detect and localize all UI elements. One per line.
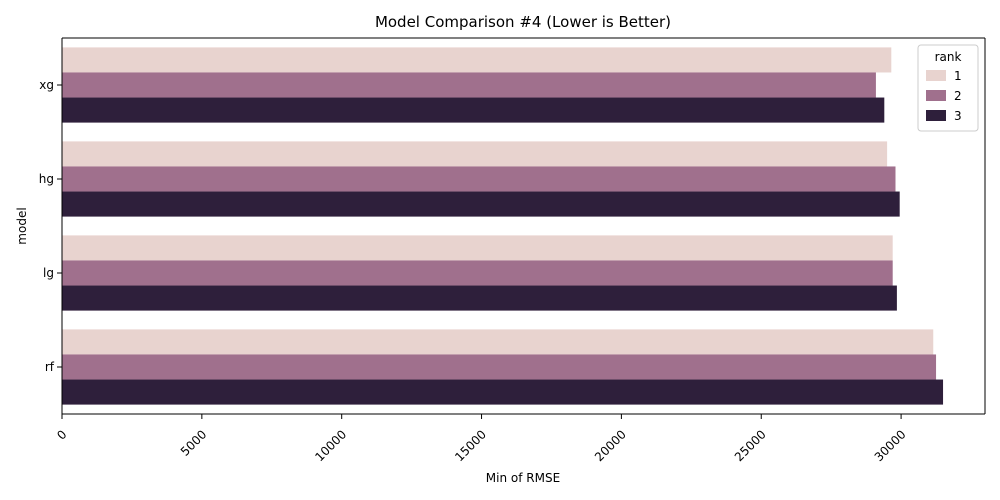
- legend: rank 1 2 3: [917, 44, 979, 132]
- legend-swatch-rank-1: [926, 70, 946, 81]
- chart-title: Model Comparison #4 (Lower is Better): [375, 13, 671, 31]
- legend-box: [917, 44, 979, 132]
- x-tick-label: 30000: [872, 427, 909, 464]
- bar-hg-rank-1: [62, 141, 888, 167]
- legend-label-rank-1: 1: [954, 69, 962, 83]
- x-tick-label: 5000: [178, 427, 209, 458]
- bar-xg-rank-1: [62, 47, 892, 73]
- y-tick-label: hg: [39, 172, 54, 186]
- bars-group: [62, 47, 944, 405]
- x-axis-ticks: 0 5000 10000 15000 20000 25000 30000: [54, 414, 909, 464]
- bar-lg-rank-2: [62, 260, 893, 286]
- bar-lg-rank-1: [62, 235, 893, 261]
- bar-xg-rank-3: [62, 97, 885, 123]
- legend-label-rank-2: 2: [954, 89, 962, 103]
- x-tick-label: 20000: [592, 427, 629, 464]
- y-tick-label: lg: [43, 266, 54, 280]
- bar-hg-rank-3: [62, 191, 900, 217]
- legend-title: rank: [935, 50, 962, 64]
- bar-rf-rank-1: [62, 329, 934, 355]
- x-tick-label: 25000: [732, 427, 769, 464]
- y-tick-label: rf: [45, 360, 55, 374]
- legend-label-rank-3: 3: [954, 109, 962, 123]
- bar-xg-rank-2: [62, 72, 876, 98]
- legend-swatch-rank-2: [926, 90, 946, 101]
- axis-spines: [61, 37, 986, 415]
- bar-rf-rank-2: [62, 354, 937, 380]
- x-axis-label: Min of RMSE: [486, 471, 560, 485]
- y-axis-label: model: [15, 207, 29, 244]
- y-axis-ticks: xg hg lg rf: [39, 78, 62, 374]
- x-tick-label: 0: [54, 427, 69, 442]
- legend-swatch-rank-3: [926, 110, 946, 121]
- bar-hg-rank-2: [62, 166, 896, 192]
- x-tick-label: 15000: [452, 427, 489, 464]
- bar-lg-rank-3: [62, 285, 897, 311]
- bar-rf-rank-3: [62, 379, 944, 405]
- x-tick-label: 10000: [312, 427, 349, 464]
- y-tick-label: xg: [39, 78, 54, 92]
